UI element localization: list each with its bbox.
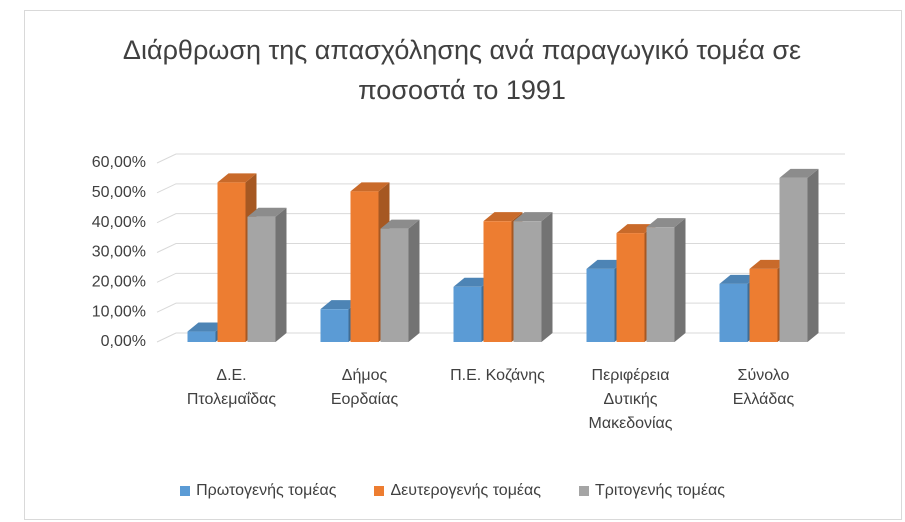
chart-frame [24,10,902,520]
x-tick-label: Π.Ε. Κοζάνης [450,367,545,384]
y-tick-label: 50,00% [92,184,146,201]
legend-item: Δευτερογενής τομέας [374,482,541,500]
bar-top [586,259,626,269]
bar-top [646,218,686,228]
x-tick-label: Σύνολο Ελλάδας [732,367,795,408]
bar-top [187,322,227,332]
bar-side [807,168,819,342]
bar-top [453,277,493,287]
bar-top [719,274,759,284]
bar [779,168,819,342]
bar-front [513,221,542,342]
y-tick-label: 30,00% [92,244,146,261]
bar-front [453,286,482,342]
bar-front [380,228,409,342]
bar-front [779,177,808,342]
bar-side [541,212,553,342]
bar-front [586,268,615,342]
bar [513,212,553,342]
legend-label: Πρωτογενής τομέας [196,482,337,499]
bar-front [719,283,748,342]
x-tick-label: Δ.Ε. Πτολεμαΐδας [186,367,277,408]
legend: Πρωτογενής τομέας Δευτερογενής τομέας Τριτ… [0,482,905,500]
bar-side [674,218,686,342]
y-tick-label: 0,00% [101,333,146,350]
bar-top [779,168,819,178]
bar-front [483,221,512,342]
legend-swatch [180,486,191,496]
bar-top [749,259,789,269]
bar-front [217,182,246,342]
bar-front [350,191,379,342]
x-tick-label: Περιφέρεια Δυτικής Μακεδονίας [588,367,673,432]
bar-front [187,331,216,342]
y-tick-label: 10,00% [92,303,146,320]
y-tick-label: 40,00% [92,214,146,231]
legend-swatch [579,486,589,496]
bar-front [646,227,675,342]
grid-line [156,213,845,224]
bar-top [513,212,553,222]
bar [646,218,686,342]
bar [380,219,420,342]
bar-front [749,268,778,342]
x-tick-label: Δήμος Εορδαίας [330,367,399,408]
bar-top [320,300,360,310]
bar-front [616,233,645,342]
legend-swatch [374,486,385,496]
y-tick-label: 60,00% [92,154,146,171]
legend-item: Τριτογενής τομέας [579,482,725,500]
grid-line [156,153,845,164]
bar-top [350,182,390,192]
bar-front [320,309,349,342]
bar-side [275,207,287,342]
bar-front [247,216,276,342]
grid-line [156,183,845,194]
bar-top [380,219,420,229]
legend-item: Πρωτογενής τομέας [180,482,336,500]
legend-label: Δευτερογενής τομέας [390,482,541,499]
bar-side [408,219,420,342]
bar-top [616,224,656,234]
bar-top [217,173,257,183]
chart-title: Διάρθρωση της απασχόλησης ανά παραγωγικό… [122,35,802,105]
bar-top [247,207,287,217]
y-tick-label: 20,00% [92,274,146,291]
bar [247,207,287,342]
bar-top [483,212,523,222]
legend-label: Τριτογενής τομέας [595,482,725,499]
